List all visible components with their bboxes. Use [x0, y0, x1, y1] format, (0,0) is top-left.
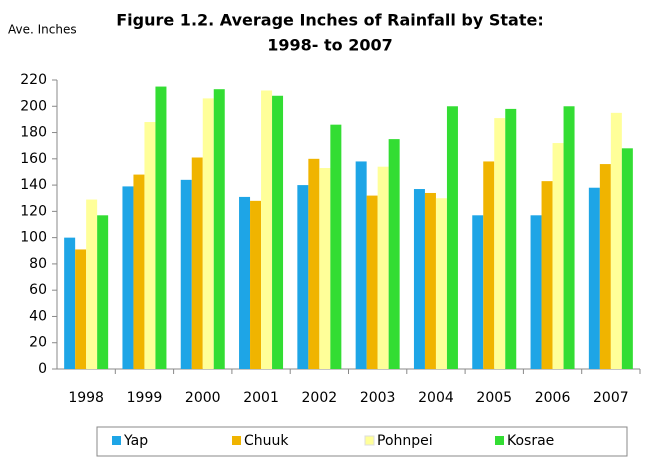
bar: [213, 89, 225, 369]
bar: [388, 139, 400, 369]
bar: [472, 215, 484, 369]
bar: [308, 158, 320, 369]
bar: [563, 106, 575, 369]
y-tick-label: 140: [20, 177, 47, 193]
bar: [541, 181, 553, 369]
y-tick-label: 0: [38, 361, 47, 377]
bar: [355, 161, 367, 369]
y-tick-label: 200: [20, 98, 47, 114]
bar: [75, 249, 87, 369]
bar: [599, 164, 611, 369]
y-tick-label: 180: [20, 125, 47, 141]
legend-swatch: [112, 436, 121, 445]
bar: [202, 98, 214, 370]
bar: [330, 124, 342, 369]
y-tick-label: 100: [20, 230, 47, 246]
bar: [610, 112, 622, 369]
y-tick-label: 20: [29, 335, 47, 351]
y-tick-label: 120: [20, 203, 47, 219]
bar: [64, 237, 76, 369]
bar: [239, 196, 251, 369]
legend-swatch: [364, 435, 375, 446]
y-axis-label: Ave. Inches: [8, 23, 77, 37]
legend-label: Yap: [123, 433, 148, 449]
bar: [552, 143, 564, 369]
bar: [180, 179, 192, 369]
x-tick-label: 2006: [535, 390, 571, 406]
bar: [86, 199, 98, 369]
bar: [191, 157, 203, 369]
bar: [250, 200, 262, 369]
bar: [97, 215, 109, 369]
legend-label: Pohnpei: [377, 433, 433, 449]
x-tick-label: 1999: [127, 390, 163, 406]
x-tick-label: 2003: [360, 390, 396, 406]
chart-title: 1998- to 2007: [267, 36, 392, 55]
bar: [621, 148, 633, 369]
bar: [155, 86, 167, 370]
bar: [319, 168, 331, 369]
x-tick-label: 2001: [243, 390, 279, 406]
bar: [122, 186, 134, 369]
bar: [424, 192, 436, 369]
y-tick-label: 80: [29, 256, 47, 272]
x-tick-label: 1998: [68, 390, 104, 406]
y-tick-label: 40: [29, 308, 47, 324]
bar: [588, 187, 600, 369]
bar: [377, 166, 389, 369]
legend-swatch: [232, 436, 241, 445]
bar: [261, 90, 273, 369]
legend-label: Kosrae: [507, 433, 554, 449]
x-tick-label: 2007: [593, 390, 629, 406]
x-tick-label: 2004: [418, 390, 454, 406]
legend-label: Chuuk: [244, 433, 289, 449]
bar: [494, 118, 506, 369]
x-tick-label: 2000: [185, 390, 221, 406]
bar: [272, 95, 284, 369]
bar: [435, 198, 447, 369]
y-tick-label: 160: [20, 151, 47, 167]
bar: [366, 195, 378, 369]
bar: [144, 122, 156, 369]
chart-title: Figure 1.2. Average Inches of Rainfall b…: [116, 11, 544, 30]
legend-box: [96, 426, 628, 457]
y-tick-label: 60: [29, 282, 47, 298]
bar: [133, 174, 145, 369]
bar: [446, 106, 458, 369]
bar: [530, 215, 542, 369]
x-tick-label: 2005: [476, 390, 512, 406]
bar: [505, 108, 517, 370]
y-tick-label: 220: [20, 72, 47, 88]
bar: [483, 161, 495, 369]
bar: [297, 185, 309, 369]
bar: [413, 189, 425, 369]
legend-swatch: [495, 436, 504, 445]
x-tick-label: 2002: [302, 390, 338, 406]
